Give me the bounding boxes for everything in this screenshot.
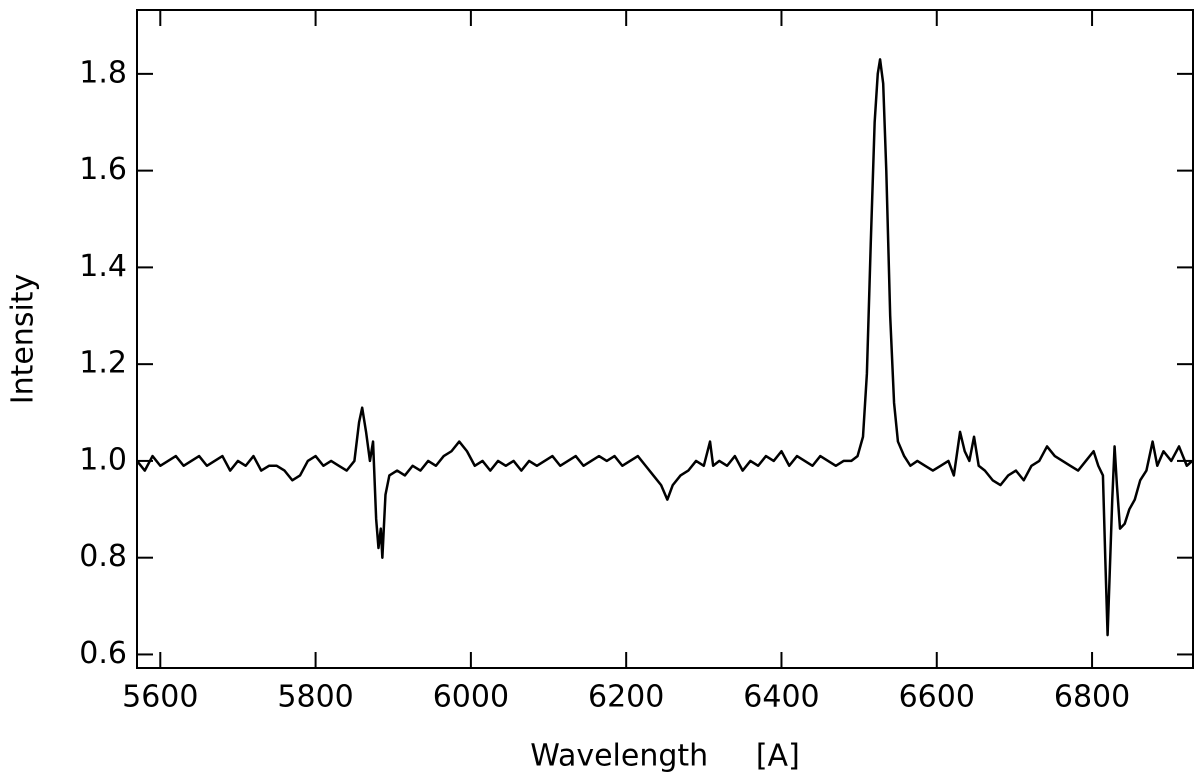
- x-tick-label: 5600: [122, 680, 198, 715]
- plot-frame: [136, 9, 1194, 669]
- x-axis-label: Wavelength [A]: [530, 739, 800, 774]
- x-tick-label: 6000: [433, 680, 509, 715]
- x-tick-label: 5800: [277, 680, 353, 715]
- y-tick-label: 0.8: [79, 539, 127, 574]
- x-tick-label: 6400: [743, 680, 819, 715]
- x-tick-label: 6200: [588, 680, 664, 715]
- x-tick-label: 6800: [1054, 680, 1130, 715]
- y-tick-label: 0.6: [79, 636, 127, 671]
- y-tick-label: 1.0: [79, 442, 127, 477]
- x-tick-label: 6600: [899, 680, 975, 715]
- y-tick-label: 1.2: [79, 346, 127, 381]
- y-tick-label: 1.4: [79, 249, 127, 284]
- spectrum-line: [136, 58, 1194, 637]
- y-tick-label: 1.6: [79, 152, 127, 187]
- y-axis-label: Intensity: [6, 274, 41, 405]
- y-tick-label: 1.8: [79, 55, 127, 90]
